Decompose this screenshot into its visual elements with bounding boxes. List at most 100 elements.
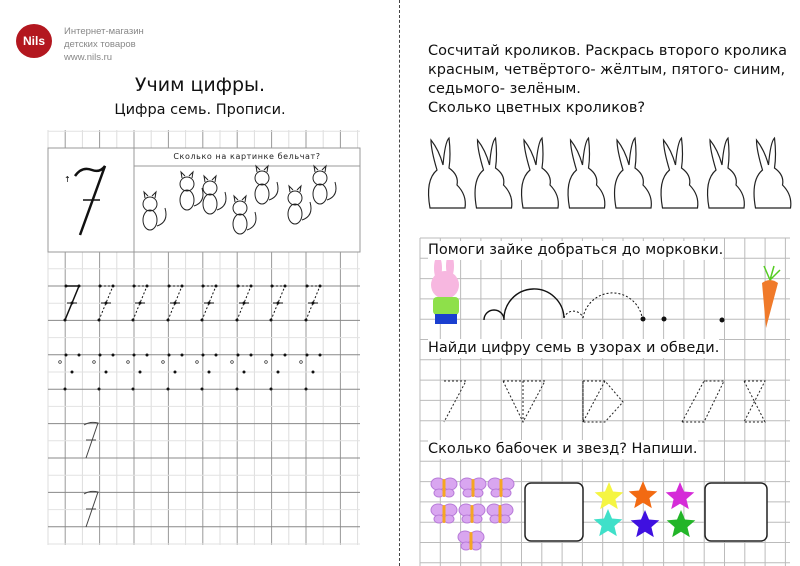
logo-text: Nils: [22, 34, 45, 48]
pattern-shape: [582, 380, 624, 423]
shop-line-2: детских товаров: [64, 39, 136, 50]
guide-dot: [70, 370, 74, 374]
sample-seven: [83, 490, 99, 528]
digit-seven: [73, 165, 107, 236]
arrow-icon: ↑: [64, 175, 71, 184]
guide-dot: [166, 318, 170, 322]
guide-dot: [207, 370, 211, 374]
guide-dot: [249, 353, 253, 357]
rabbit-outline: [706, 136, 745, 209]
squirrel-question: Сколько на картинке бельчат?: [173, 152, 321, 161]
butterfly-body: [499, 479, 503, 497]
guide-dot: [305, 284, 309, 288]
guide-dot: [214, 284, 218, 288]
start-dot: [92, 360, 96, 364]
star-icon: [594, 482, 624, 510]
rabbit-outline: [427, 136, 466, 209]
page-subtitle: Цифра семь. Прописи.: [114, 102, 286, 118]
star-icon: [666, 510, 696, 538]
rabbit-outline: [567, 136, 606, 209]
guide-dot: [77, 284, 81, 288]
start-dot: [299, 360, 303, 364]
squirrel-icon: [232, 194, 257, 235]
bunny-shirt: [433, 297, 459, 315]
squirrel-icon: [179, 170, 204, 211]
shop-line-1: Интернет-магазин: [64, 26, 144, 37]
task1-line3: седьмого- зелёным.: [428, 81, 581, 97]
star-icon: [665, 482, 695, 510]
carrot-icon: [762, 280, 778, 328]
guide-dot: [269, 318, 273, 322]
guide-dot: [207, 301, 211, 305]
guide-dot: [138, 370, 142, 374]
path-dot: [640, 316, 646, 322]
shop-url: www.nils.ru: [64, 52, 113, 63]
task2-text: Помоги зайке добраться до морковки.: [428, 241, 724, 260]
path-dot: [719, 317, 725, 323]
task1-line2: красным, четвёртого- жёлтым, пятого- син…: [428, 62, 786, 78]
task1-line4: Сколько цветных кроликов?: [428, 100, 646, 116]
rabbit-outline: [520, 136, 559, 209]
guide-dot: [64, 284, 68, 288]
guide-dot: [311, 370, 315, 374]
guide-dot: [318, 284, 322, 288]
task4-text: Сколько бабочек и звезд? Напиши.: [428, 440, 698, 459]
path-dot: [661, 316, 667, 322]
squirrel-icon: [142, 190, 167, 231]
guide-dot: [131, 387, 135, 391]
guide-dot: [138, 301, 142, 305]
guide-dot: [97, 387, 101, 391]
guide-dot: [63, 318, 67, 322]
page-title: Учим цифры.: [134, 74, 266, 96]
butterfly-body: [442, 479, 446, 497]
guide-dot: [173, 370, 177, 374]
guide-dot: [276, 301, 280, 305]
bunny-ear: [446, 254, 454, 278]
rabbit-outline: [474, 136, 513, 209]
start-dot: [126, 360, 130, 364]
rabbit-outline: [753, 136, 792, 209]
pattern-triangle: [502, 380, 546, 424]
guide-dot: [242, 370, 246, 374]
guide-dot: [283, 353, 287, 357]
guide-dot: [173, 301, 177, 305]
squirrel-icon: [312, 164, 337, 205]
guide-dot: [167, 353, 171, 357]
guide-dot: [270, 284, 274, 288]
guide-dot: [249, 284, 253, 288]
guide-dot: [200, 318, 204, 322]
guide-dot: [236, 353, 240, 357]
rabbit-outline: [613, 136, 652, 209]
guide-dot: [235, 318, 239, 322]
guide-dot: [200, 387, 204, 391]
guide-dot: [180, 353, 184, 357]
guide-dot: [304, 387, 308, 391]
pattern-parallelogram: [681, 380, 725, 423]
guide-dot: [98, 353, 102, 357]
guide-dot: [304, 318, 308, 322]
guide-dot: [131, 318, 135, 322]
guide-dot: [111, 284, 115, 288]
squirrel-icon: [287, 184, 312, 225]
guide-dot: [236, 284, 240, 288]
guide-dot: [70, 301, 74, 305]
bunny-shorts: [435, 314, 457, 324]
guide-dot: [242, 301, 246, 305]
guide-dot: [201, 284, 205, 288]
guide-dot: [132, 353, 136, 357]
bunny-ear: [434, 256, 442, 280]
guide-dot: [98, 284, 102, 288]
nils-logo: Nils: [16, 24, 52, 58]
start-dot: [58, 360, 62, 364]
guide-dot: [235, 387, 239, 391]
guide-dot: [145, 284, 149, 288]
rabbit-outline: [660, 136, 699, 209]
guide-dot: [283, 284, 287, 288]
sample-seven: [83, 421, 99, 459]
guide-dot: [64, 353, 68, 357]
guide-dot: [63, 387, 67, 391]
guide-dot: [270, 353, 274, 357]
pattern-seven: [443, 380, 467, 423]
squirrel-icon: [254, 164, 279, 205]
